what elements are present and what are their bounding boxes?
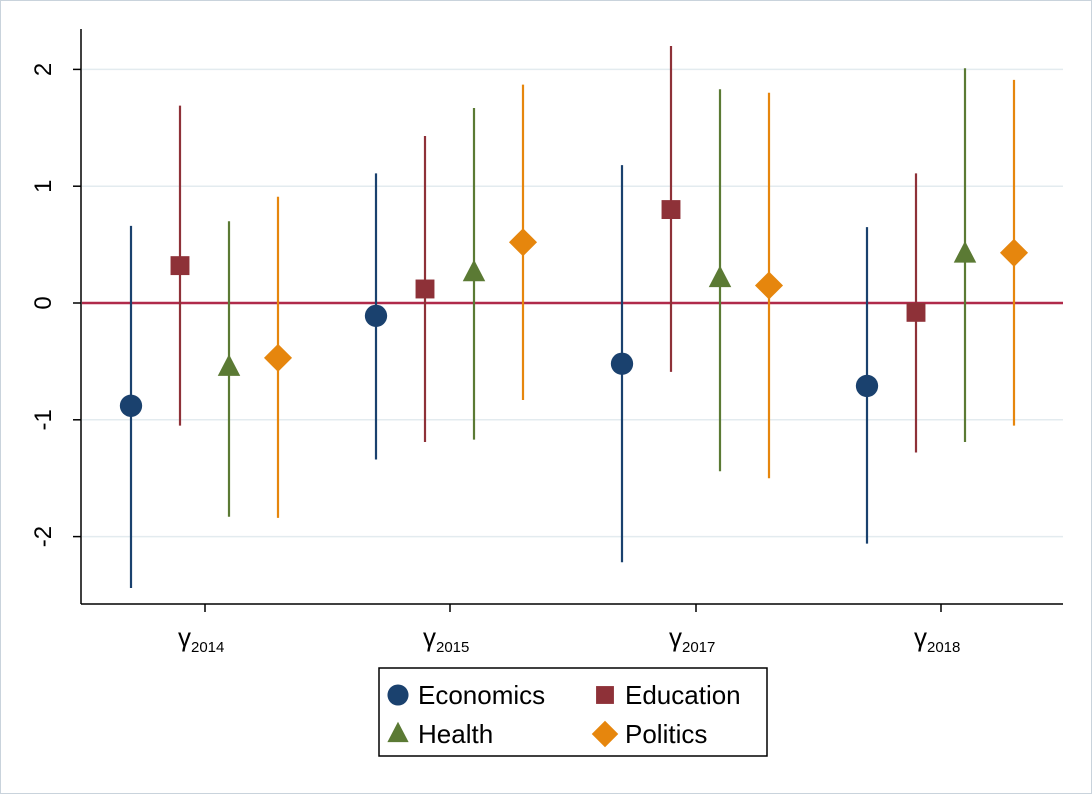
y-tick-label: 1 [30,180,57,193]
point-estimate [906,302,926,322]
point-estimate [415,279,435,299]
y-tick-label: 2 [30,63,57,76]
x-tick-label: γ2018 [914,622,960,656]
series-layer [119,46,1029,588]
point-estimate [119,394,143,417]
point-estimate [462,259,486,282]
legend-marker-education [596,686,614,704]
legend-box [378,667,768,757]
point-estimate [263,343,293,372]
x-tick-label: γ2017 [669,622,715,656]
y-tick-label: -1 [30,409,57,430]
legend-marker-economics [387,684,409,706]
legend-label-economics: Economics [418,680,545,710]
series-education [170,46,926,453]
legend-label-health: Health [418,719,493,749]
point-estimate [855,374,879,398]
series-economics [119,165,879,588]
series-health [217,68,977,517]
point-estimate [953,240,977,263]
point-estimate [754,271,784,300]
point-estimate [610,352,634,375]
point-estimate [708,265,732,288]
legend-marker-politics [591,720,619,748]
series-politics [263,79,1029,518]
legend: Economics Education Health Politics [378,667,768,757]
y-tick-label: 0 [30,296,57,309]
point-estimate [364,304,388,328]
legend-label-politics: Politics [625,719,707,749]
x-tick-label: γ2015 [423,622,469,656]
grid-layer [82,68,1063,538]
legend-label-education: Education [625,680,741,710]
point-estimate [661,200,681,220]
point-estimate [999,238,1029,267]
point-estimate [217,354,241,376]
point-estimate [508,228,538,257]
legend-marker-health [387,721,409,743]
x-tick-label: γ2014 [178,622,224,656]
point-estimate [170,256,190,276]
axis-layer: -2 -1 0 1 2 γ2014 γ2015 γ2017 γ2018 [30,29,1063,656]
y-tick-label: -2 [30,526,57,547]
